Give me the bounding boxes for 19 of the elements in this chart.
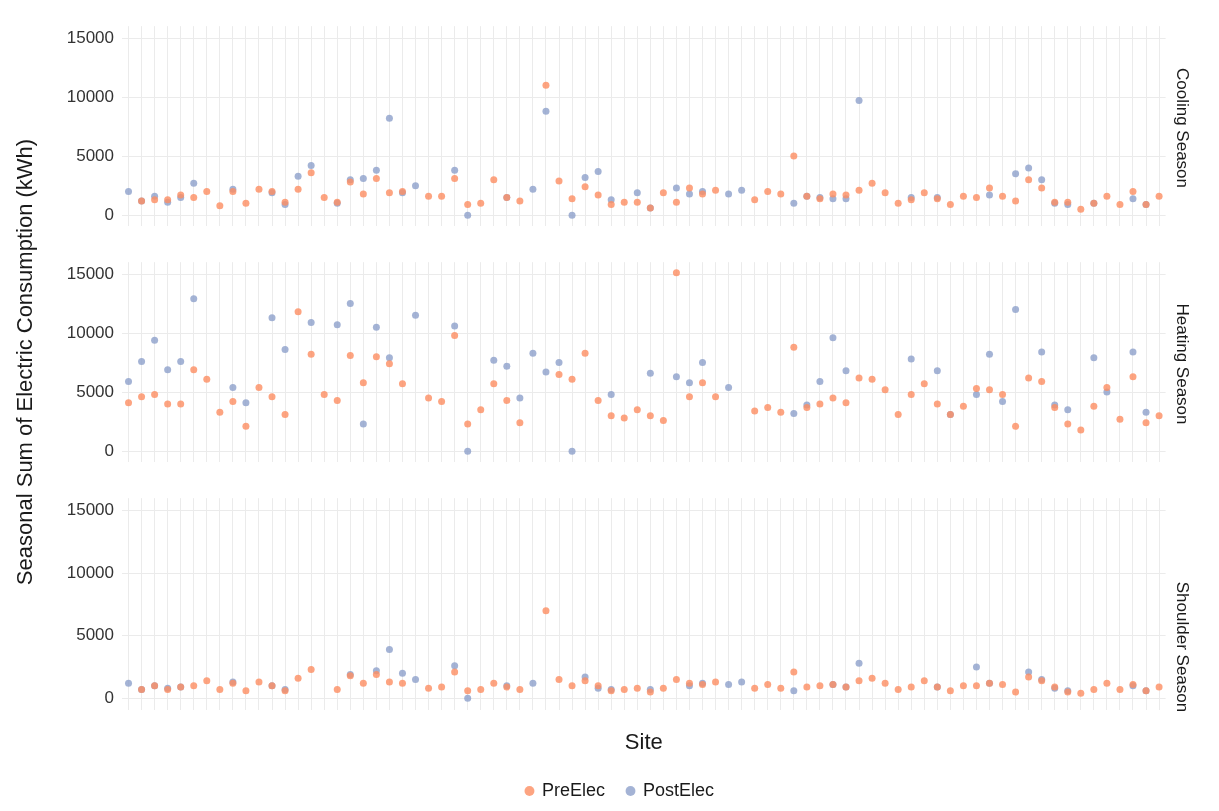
y-tick-label: 10000 [66,86,114,106]
y-tick-label: 5000 [76,625,114,645]
legend-label: PreElec [541,779,605,800]
y-tick-label: 5000 [76,381,114,401]
y-tick-label: 15000 [66,27,114,47]
y-tick-label: 0 [104,688,114,708]
y-tick-label: 0 [104,204,114,224]
text: Heating Season [1173,303,1193,425]
y-tick-label: 10000 [66,322,114,342]
y-tick-label: 10000 [66,562,114,582]
legend-label: PostElec [643,779,715,800]
text: Shoulder Season [1173,581,1193,713]
y-tick-label: 15000 [66,500,114,520]
x-axis-title: Site [624,728,663,754]
y-tick-label: 0 [104,440,114,460]
y-tick-label: 15000 [66,263,114,283]
y-tick-label: 5000 [76,145,114,165]
text: Cooling Season [1173,67,1193,189]
y-axis-title: Seasonal Sum of Electric Consumption (kWh) [12,138,38,586]
